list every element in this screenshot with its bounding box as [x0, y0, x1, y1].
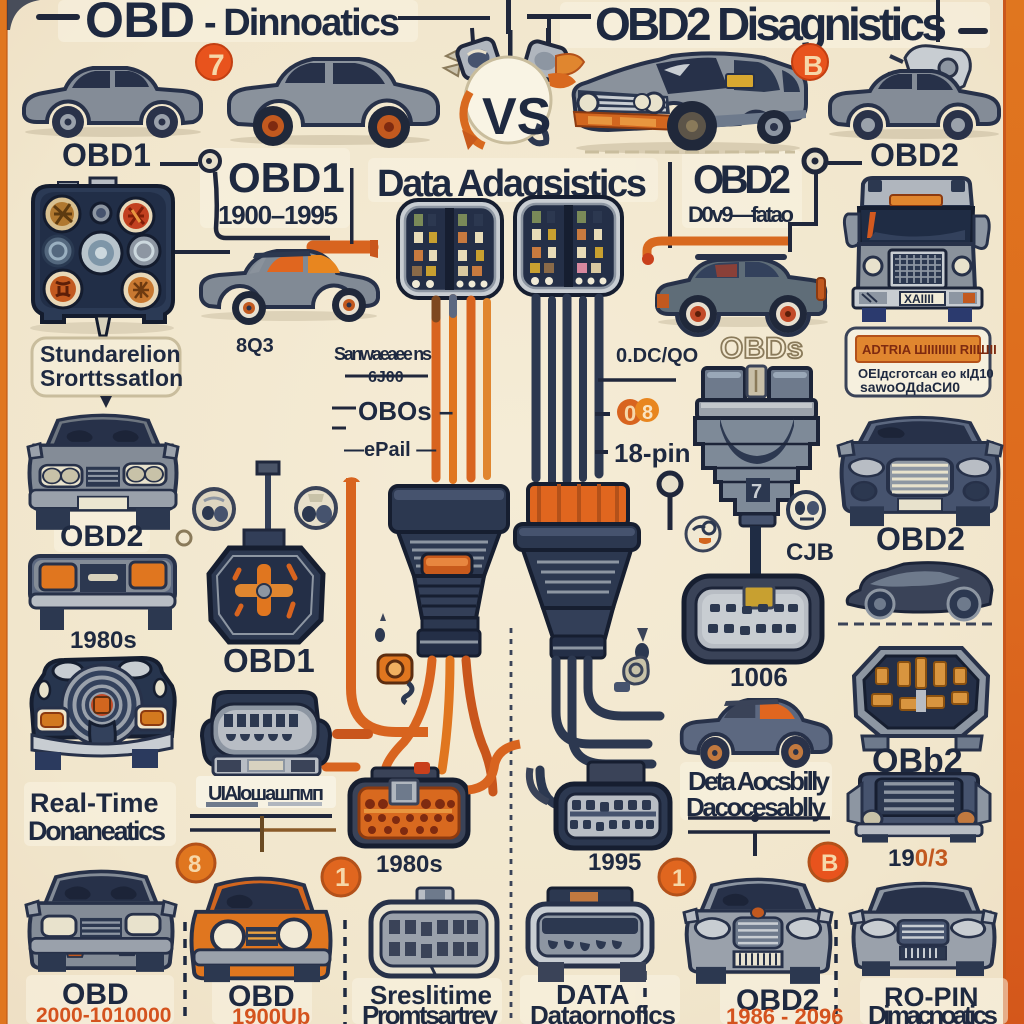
svg-text:Dimacnoatics: Dimacnoatics: [868, 1000, 998, 1024]
svg-text:UIAIoшашпмп: UIAIoшашпмп: [208, 783, 324, 805]
svg-text:Sreslitime: Sreslitime: [370, 980, 492, 1010]
svg-text:—ePail —: —ePail —: [344, 439, 436, 461]
svg-text:VS: VS: [482, 88, 551, 146]
svg-text:OEIдcготcан eо кIД10: OEIдcготcан eо кIД10: [858, 366, 994, 381]
svg-text:- Dinnoatics: - Dinnoatics: [204, 2, 400, 44]
svg-text:8: 8: [642, 402, 653, 424]
svg-text:OBD2 Disagnistics: OBD2 Disagnistics: [595, 0, 947, 50]
svg-text:Real-Time: Real-Time: [30, 788, 159, 818]
svg-text:RO-PIN: RO-PIN: [884, 982, 979, 1012]
svg-text:1006: 1006: [730, 662, 788, 692]
svg-text:OBD2: OBD2: [876, 521, 965, 557]
svg-text:DATA: DATA: [556, 979, 630, 1010]
svg-text:Deta Aocsbilly: Deta Aocsbilly: [688, 766, 831, 796]
svg-text:D0v9—fatao: D0v9—fatao: [688, 202, 794, 227]
svg-text:1980s: 1980s: [70, 627, 137, 654]
svg-text:OBD2: OBD2: [693, 158, 791, 202]
svg-text:OBD2: OBD2: [870, 137, 959, 173]
svg-text:6J00: 6J00: [368, 369, 404, 386]
svg-text:B: B: [821, 850, 838, 877]
svg-text:Stundarelion: Stundarelion: [40, 341, 181, 367]
svg-text:190/3: 190/3: [888, 845, 948, 872]
svg-text:XAIIII: XAIIII: [904, 292, 934, 306]
svg-text:OBD1: OBD1: [223, 642, 315, 679]
svg-text:18-pin: 18-pin: [614, 438, 691, 468]
svg-text:Sanwaeaee ns: Sanwaeaee ns: [334, 344, 432, 364]
svg-text:Srorttssatlon: Srorttssatlon: [40, 365, 183, 391]
svg-text:8Q3: 8Q3: [236, 335, 274, 357]
svg-text:CJB: CJB: [786, 539, 834, 566]
svg-text:OBDs: OBDs: [720, 332, 803, 365]
svg-text:OBD: OBD: [62, 978, 129, 1011]
svg-text:Promtsartrev: Promtsartrev: [362, 1000, 499, 1024]
svg-text:1986 - 2096: 1986 - 2096: [726, 1004, 843, 1024]
svg-text:1995: 1995: [588, 849, 641, 876]
svg-text:1: 1: [335, 862, 349, 892]
svg-text:OBOs –: OBOs –: [358, 396, 453, 426]
svg-text:B: B: [803, 50, 823, 81]
svg-text:8: 8: [188, 851, 201, 878]
svg-text:OBD: OBD: [228, 980, 295, 1013]
svg-text:1: 1: [672, 865, 685, 892]
svg-text:OBD1: OBD1: [62, 137, 151, 173]
svg-text:OBD1: OBD1: [228, 154, 345, 201]
svg-text:OBD: OBD: [85, 0, 195, 48]
svg-text:1900Ub: 1900Ub: [232, 1004, 310, 1024]
svg-text:ADTRIA ШIIIIIIII RIIШII: ADTRIA ШIIIIIIII RIIШII: [862, 342, 997, 357]
svg-text:0.DC/QO: 0.DC/QO: [616, 345, 698, 367]
svg-text:0: 0: [624, 401, 636, 426]
svg-text:1980s: 1980s: [376, 851, 443, 878]
svg-text:Dataornofics: Dataornofics: [530, 1000, 676, 1024]
svg-text:Donaneatics: Donaneatics: [28, 816, 166, 846]
svg-text:7: 7: [208, 49, 225, 82]
svg-text:ѕаwoОДdaСИ0: ѕаwoОДdaСИ0: [860, 379, 960, 395]
svg-text:1900–1995: 1900–1995: [218, 200, 338, 230]
svg-text:2000-1010000: 2000-1010000: [36, 1004, 171, 1024]
svg-text:OBD2: OBD2: [60, 520, 143, 553]
svg-text:7: 7: [751, 481, 762, 503]
svg-text:OBD2: OBD2: [736, 984, 819, 1017]
